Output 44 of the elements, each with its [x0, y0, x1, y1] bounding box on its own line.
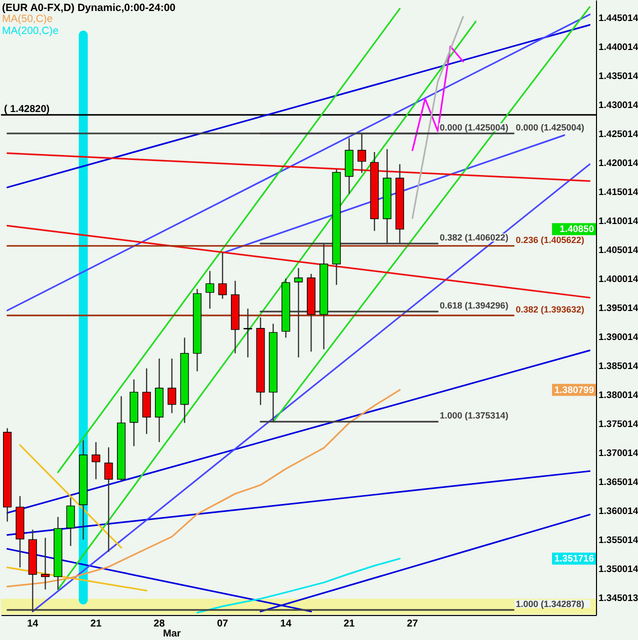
x-tick-label: Mar [163, 628, 181, 640]
annotation: 1.000 (1.375314) [440, 410, 508, 421]
annotation: 0.236 (1.405622) [516, 234, 584, 245]
y-tick-label: 1.435014 [598, 70, 638, 82]
x-tick-label: 07 [216, 618, 229, 630]
annotation: 0.000 (1.425004) [516, 122, 584, 132]
annotation: 0.382 (1.393632) [516, 304, 584, 314]
x-tick-label: 21 [344, 618, 356, 630]
y-tick-label: 1.395014 [598, 302, 638, 314]
y-tick-label: 1.415014 [598, 186, 638, 198]
x-tick-label: 14 [27, 618, 39, 630]
y-tick-label: 1.430014 [598, 100, 638, 111]
y-tick-label: 1.425014 [598, 128, 638, 140]
text: MA(50,C)e [2, 13, 53, 25]
annotation: 1.351716 [554, 554, 594, 565]
y-tick-label: 1.445014 [598, 12, 638, 24]
ref-line-label: ( 1.42820) [4, 104, 50, 115]
annotation: 1.40850 [560, 224, 594, 236]
x-tick-label: 27 [406, 618, 418, 630]
annotation: 1.380799 [554, 384, 594, 396]
y-tick-label: 1.400014 [598, 274, 638, 285]
annotation: 0.000 (1.425004) [440, 122, 508, 132]
annotation: 1.000 (1.342878) [516, 598, 584, 609]
y-tick-label: 1.410014 [598, 216, 638, 227]
chart-title: (EUR A0-FX,D) Dynamic,0:00-24:00 [2, 2, 176, 14]
x-tick-label: 28 [154, 618, 166, 630]
y-tick-label: 1.380014 [598, 390, 638, 401]
y-tick-label: 1.390014 [598, 332, 638, 343]
y-tick-label: 1.350014 [598, 564, 638, 576]
text: MA(200,C)e [2, 25, 59, 37]
y-tick-label: 1.405014 [598, 244, 638, 256]
y-tick-label: 1.355014 [598, 534, 638, 546]
y-tick-label: 1.365014 [598, 476, 638, 488]
y-tick-label: 1.375014 [598, 418, 638, 430]
y-tick-label: 1.360014 [598, 506, 638, 517]
x-tick-label: 21 [90, 618, 102, 630]
y-tick-label: 1.440014 [598, 42, 638, 53]
y-tick-label: 1.370014 [598, 448, 638, 459]
y-tick-label: 1.420014 [598, 158, 638, 169]
y-tick-label: 1.385014 [598, 360, 638, 372]
x-tick-label: 14 [280, 618, 292, 630]
annotation: 0.618 (1.394296) [440, 300, 508, 311]
y-tick-label: 1.345013 [598, 593, 638, 604]
annotation: 0.382 (1.406022) [440, 232, 508, 243]
